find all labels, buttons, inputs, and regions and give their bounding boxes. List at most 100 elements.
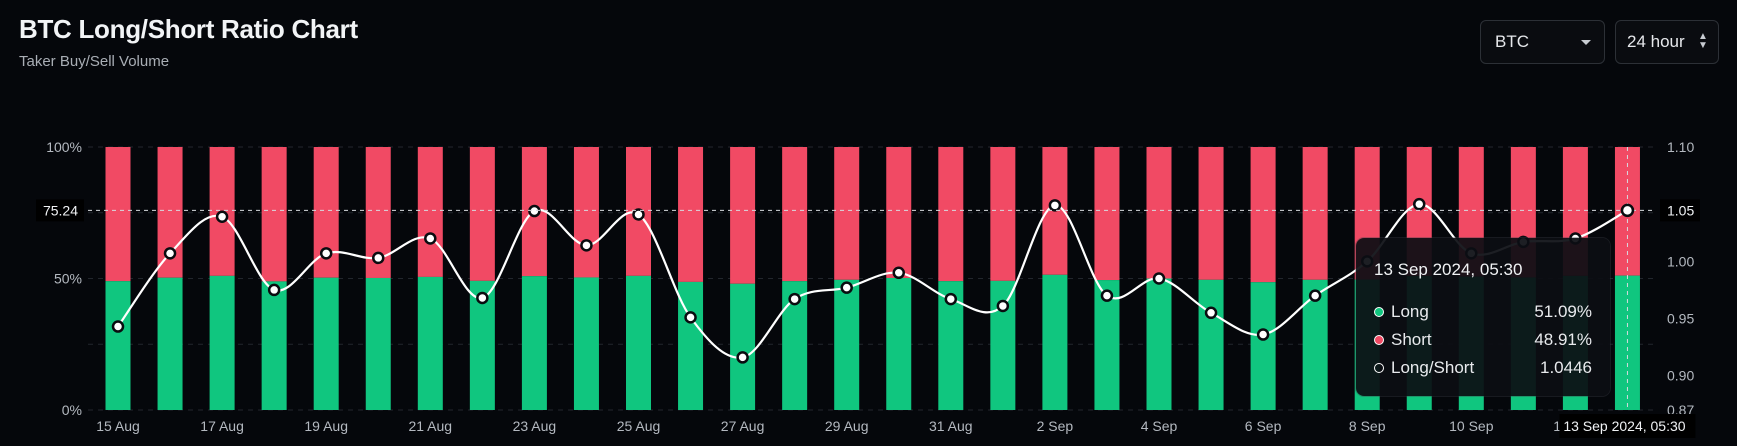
tooltip-value: 1.0446 bbox=[1540, 358, 1592, 377]
ratio-point bbox=[944, 292, 958, 306]
long-bar bbox=[157, 277, 183, 410]
ratio-point bbox=[632, 208, 645, 221]
long-legend-dot bbox=[1374, 307, 1384, 317]
tooltip-label: Short bbox=[1391, 330, 1432, 349]
x-tick-label: 25 Aug bbox=[617, 418, 661, 434]
long-bar bbox=[626, 275, 651, 410]
coin-select-value: BTC bbox=[1495, 32, 1529, 51]
crosshair-x-label: 13 Sep 2024, 05:30 bbox=[1563, 418, 1685, 434]
tooltip-date: 13 Sep 2024, 05:30 bbox=[1374, 260, 1523, 279]
short-bar bbox=[1146, 147, 1172, 279]
ratio-point bbox=[476, 291, 489, 305]
short-legend-dot bbox=[1374, 335, 1384, 345]
short-bar bbox=[730, 147, 756, 284]
crosshair-right-label: 1.05 bbox=[1667, 202, 1694, 218]
x-tick-label: 8 Sep bbox=[1349, 418, 1386, 434]
short-bar bbox=[1198, 147, 1224, 280]
ratio-point bbox=[788, 292, 801, 306]
x-tick-label: 21 Aug bbox=[408, 418, 452, 434]
x-tick-label: 23 Aug bbox=[513, 418, 557, 434]
ratio-point bbox=[1048, 199, 1062, 212]
short-bar bbox=[782, 147, 808, 282]
tooltip-value: 51.09% bbox=[1534, 302, 1592, 321]
ratio-point bbox=[684, 311, 697, 324]
short-bar bbox=[678, 147, 704, 282]
ratio-point bbox=[892, 266, 905, 280]
ratio-point bbox=[1256, 328, 1270, 341]
short-bar bbox=[990, 147, 1016, 281]
long-bar bbox=[886, 277, 912, 410]
x-tick-label: 19 Aug bbox=[304, 418, 348, 434]
crosshair-point bbox=[1620, 203, 1635, 218]
x-tick-label: 27 Aug bbox=[721, 418, 765, 434]
long-bar bbox=[417, 276, 443, 410]
short-bar bbox=[573, 147, 599, 278]
period-select-value: 24 hour bbox=[1627, 32, 1685, 51]
ratio-point bbox=[736, 351, 749, 364]
crosshair-x-label-bg bbox=[1559, 414, 1696, 438]
ratio-legend-dot bbox=[1374, 363, 1384, 373]
long-bar bbox=[313, 277, 339, 410]
tooltip-row-ratio: Long/Short 1.0446 bbox=[1374, 354, 1592, 382]
ratio-point bbox=[1308, 289, 1322, 302]
ratio-point bbox=[267, 283, 281, 297]
ratio-point bbox=[111, 320, 125, 333]
crosshair-left-label: 75.24 bbox=[43, 202, 78, 218]
short-bar bbox=[1250, 147, 1276, 283]
ratio-point bbox=[996, 299, 1010, 313]
ratio-point bbox=[528, 204, 541, 218]
ratio-point bbox=[1413, 197, 1426, 211]
tooltip-label: Long/Short bbox=[1391, 358, 1475, 377]
long-bar bbox=[730, 283, 756, 410]
coin-select[interactable]: BTC bbox=[1480, 20, 1605, 64]
period-select[interactable]: 24 hour ▲ ▼ bbox=[1615, 20, 1719, 64]
tooltip-row-short: Short 48.91% bbox=[1374, 326, 1592, 354]
chart-tooltip: 13 Sep 2024, 05:30 Long 51.09% Short 48.… bbox=[1356, 238, 1610, 396]
y-left-tick-label: 0% bbox=[62, 402, 82, 418]
short-bar bbox=[938, 147, 964, 282]
ratio-point bbox=[163, 247, 177, 260]
long-bar bbox=[573, 277, 599, 410]
y-right-tick-label: 0.90 bbox=[1667, 368, 1694, 384]
crosshair-left-label-bg bbox=[36, 199, 84, 222]
ratio-point bbox=[372, 251, 385, 265]
ratio-point bbox=[580, 239, 593, 252]
y-right-tick-label: 1.10 bbox=[1667, 139, 1694, 155]
tooltip-value: 48.91% bbox=[1534, 330, 1592, 349]
long-bar bbox=[1042, 274, 1068, 410]
x-tick-label: 6 Sep bbox=[1245, 418, 1282, 434]
ratio-point bbox=[424, 232, 437, 245]
long-bar bbox=[261, 281, 287, 410]
long-bar bbox=[365, 277, 391, 410]
x-tick-label: 15 Aug bbox=[96, 418, 140, 434]
ratio-point bbox=[1100, 289, 1114, 302]
x-tick-label: 31 Aug bbox=[929, 418, 973, 434]
ratio-point bbox=[1204, 306, 1218, 320]
y-left-tick-label: 100% bbox=[46, 139, 82, 155]
ratio-point bbox=[840, 281, 853, 294]
long-bar bbox=[1146, 278, 1172, 410]
short-bar bbox=[1094, 147, 1120, 281]
x-tick-label: 4 Sep bbox=[1141, 418, 1178, 434]
short-bar bbox=[261, 147, 287, 282]
long-bar bbox=[834, 279, 860, 410]
long-bar bbox=[209, 275, 235, 410]
short-bar bbox=[417, 147, 443, 277]
y-right-tick-label: 1.00 bbox=[1667, 253, 1694, 269]
y-right-tick-label: 0.95 bbox=[1667, 311, 1694, 327]
x-tick-label: 29 Aug bbox=[825, 418, 869, 434]
long-bar bbox=[1198, 279, 1224, 410]
ratio-point bbox=[319, 247, 333, 260]
long-bar bbox=[521, 276, 547, 410]
ratio-point bbox=[215, 210, 229, 224]
short-bar bbox=[886, 147, 912, 278]
chevron-down-icon bbox=[1581, 40, 1591, 45]
short-bar bbox=[469, 147, 495, 281]
short-bar bbox=[105, 147, 131, 282]
crosshair-right-label-bg bbox=[1660, 199, 1700, 222]
long-bar bbox=[105, 281, 131, 410]
chart-title: BTC Long/Short Ratio Chart bbox=[19, 14, 358, 44]
short-bar bbox=[834, 147, 860, 280]
short-bar bbox=[1302, 147, 1328, 280]
tooltip-label: Long bbox=[1391, 302, 1429, 321]
